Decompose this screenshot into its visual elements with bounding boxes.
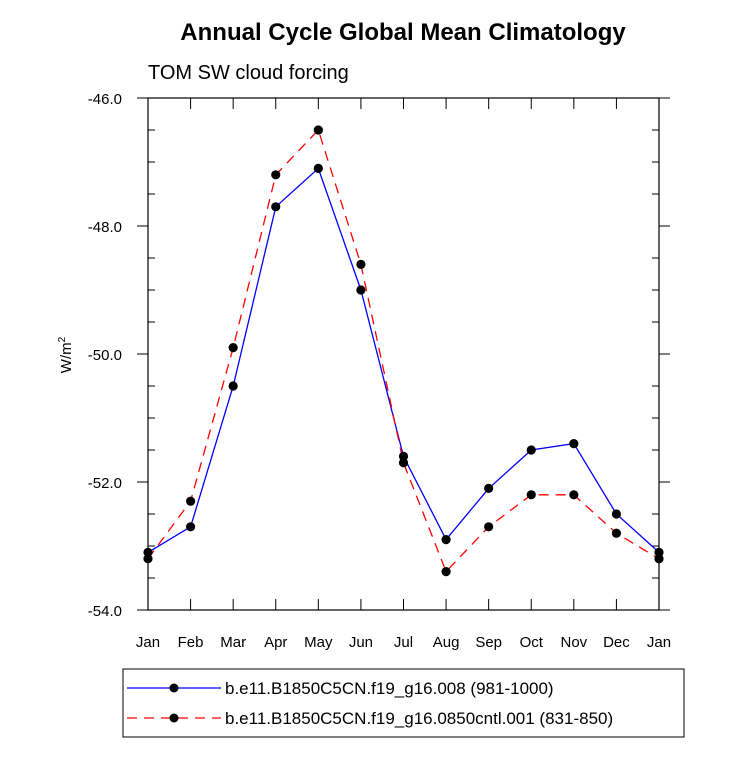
x-tick-label: Feb <box>178 634 204 651</box>
data-point-series-0 <box>398 451 409 461</box>
series-points <box>143 125 664 577</box>
x-tick-label: Jul <box>394 634 413 651</box>
data-point-series-0 <box>484 483 494 493</box>
data-point-series-1 <box>569 490 579 500</box>
legend-entry-series-1: b.e11.B1850C5CN.f19_g16.0850cntl.001 (83… <box>127 709 613 728</box>
x-tick-label: Dec <box>603 634 630 651</box>
x-tick-label: Apr <box>264 634 287 651</box>
data-point-series-0 <box>271 202 281 212</box>
legend-label-series-1: b.e11.B1850C5CN.f19_g16.0850cntl.001 (83… <box>225 709 613 728</box>
legend-marker-series-0 <box>169 683 179 693</box>
legend-marker-series-1 <box>169 713 179 723</box>
chart-subtitle: TOM SW cloud forcing <box>148 62 349 84</box>
y-axis-label: W/m2 <box>57 336 75 373</box>
y-axis-labels: -46.0 -48.0 -50.0 -52.0 -54.0 <box>88 91 122 620</box>
data-point-series-0 <box>356 285 366 295</box>
legend-entry-series-0: b.e11.B1850C5CN.f19_g16.008 (981-1000) <box>127 679 554 698</box>
data-point-series-1 <box>185 496 196 506</box>
svg-text:W/m2: W/m2 <box>57 336 75 373</box>
legend-box <box>122 668 685 738</box>
x-tick-label: Mar <box>220 634 246 651</box>
series-line-1 <box>147 128 660 573</box>
legend-label-series-0: b.e11.B1850C5CN.f19_g16.008 (981-1000) <box>225 679 554 698</box>
x-tick-label: Nov <box>560 634 587 651</box>
x-tick-label: Jan <box>136 634 160 651</box>
chart-title: Annual Cycle Global Mean Climatology <box>180 19 626 46</box>
x-tick-label: May <box>304 634 333 651</box>
data-point-series-1 <box>228 343 238 353</box>
series-lines <box>147 128 660 573</box>
series-line-0 <box>147 167 660 553</box>
data-point-series-1 <box>313 125 323 135</box>
data-point-series-1 <box>526 490 536 500</box>
y-tick-label: -54.0 <box>88 603 122 620</box>
data-point-series-1 <box>271 170 281 180</box>
x-tick-label: Aug <box>433 634 460 651</box>
plot-area-frame <box>147 97 660 611</box>
data-point-series-0 <box>611 509 622 519</box>
data-point-series-0 <box>526 445 536 455</box>
y-tick-label: -52.0 <box>88 475 122 492</box>
data-point-series-0 <box>441 535 451 545</box>
y-tick-label: -48.0 <box>88 219 122 236</box>
y-axis-label-superscript: 2 <box>57 336 68 342</box>
x-tick-label: Jan <box>647 634 671 651</box>
data-point-series-0 <box>569 439 579 449</box>
x-tick-label: Sep <box>475 634 502 651</box>
y-tick-label: -50.0 <box>88 347 122 364</box>
legend: b.e11.B1850C5CN.f19_g16.008 (981-1000) b… <box>122 668 685 738</box>
x-tick-label: Jun <box>349 634 373 651</box>
data-point-series-1 <box>611 528 622 538</box>
y-axis-ticks <box>137 97 670 611</box>
y-axis-label-text: W/m <box>58 342 75 373</box>
data-point-series-0 <box>228 381 238 391</box>
data-point-series-0 <box>185 522 196 532</box>
y-tick-label: -46.0 <box>88 91 122 108</box>
data-point-series-1 <box>441 567 451 577</box>
x-axis-ticks <box>147 98 660 610</box>
data-point-series-0 <box>313 163 323 173</box>
data-point-series-1 <box>356 259 366 269</box>
x-tick-label: Oct <box>520 634 544 651</box>
data-point-series-1 <box>484 522 494 532</box>
data-point-series-1 <box>398 458 409 468</box>
x-axis-labels: Jan Feb Mar Apr May Jun Jul Aug Sep Oct Nov Dec Jan <box>136 634 671 651</box>
